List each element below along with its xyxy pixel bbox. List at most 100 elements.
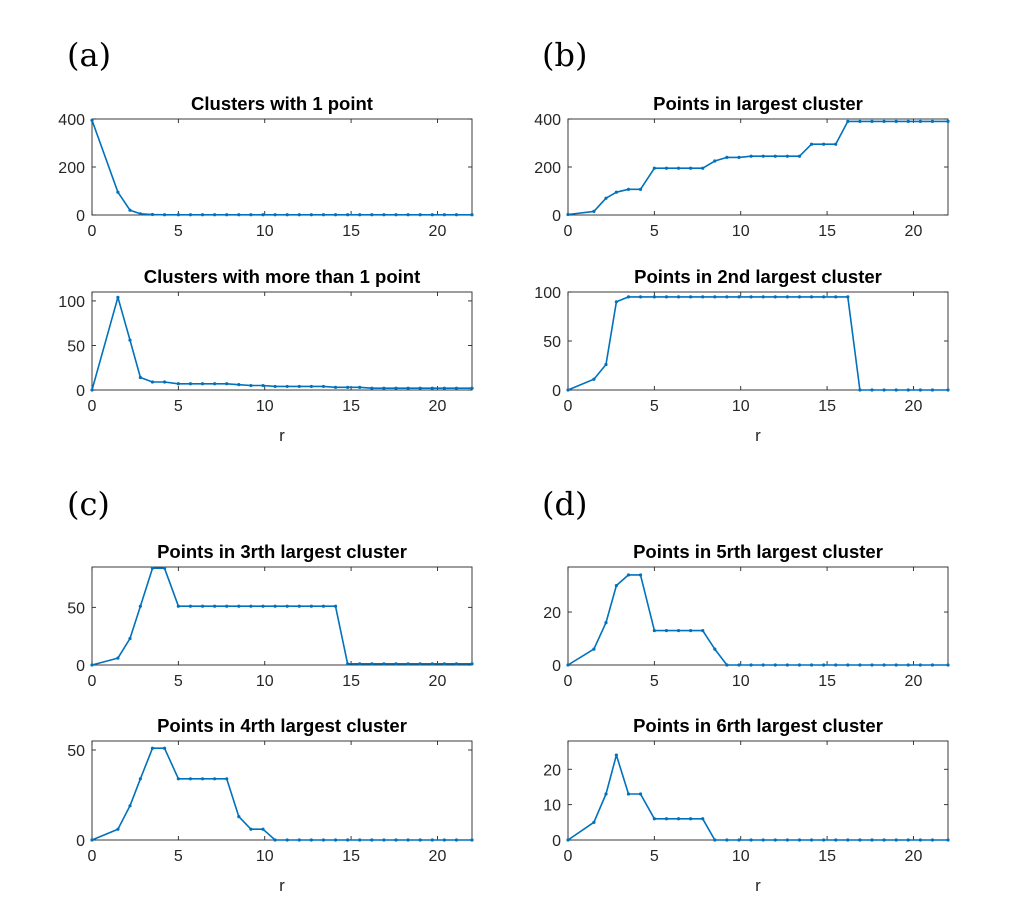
axes-frame [567,291,949,391]
data-point [785,295,789,299]
data-point [162,566,167,570]
data-point [225,213,229,217]
x-tick-label: 20 [905,848,923,865]
x-tick-label: 0 [564,398,573,415]
data-point [418,213,422,217]
data-point [894,388,898,392]
y-tick-label: 400 [534,112,561,129]
x-tick-label: 0 [88,848,97,865]
data-point [162,746,167,750]
y-tick-label: 0 [76,208,85,225]
data-point [566,388,570,392]
data-point [176,213,180,217]
data-point [930,838,935,842]
data-point [858,119,862,123]
subplot-3: Clusters with more than 1 point 0 5 10 15 20 0… [58,266,474,445]
data-point [150,746,155,750]
data-point [725,838,729,842]
data-point [822,838,826,842]
data-point [442,838,446,842]
data-point [406,213,410,217]
data-point [358,838,362,842]
data-point [346,662,350,666]
data-point [882,838,886,842]
x-tick-label: 5 [174,223,183,240]
data-point [261,213,265,217]
data-point [725,663,729,667]
data-point [285,384,289,389]
data-point [430,213,434,217]
chart-title: Points in 4rth largest cluster [157,715,407,736]
data-point [858,663,862,667]
data-point [604,362,608,367]
data-point [773,154,777,158]
data-point [749,663,753,667]
data-point [592,820,596,824]
data-point [406,662,410,666]
y-tick-label: 0 [552,658,561,675]
data-point [797,838,802,842]
y-tick-label: 100 [58,294,85,311]
data-point [176,604,180,608]
data-point [930,119,935,123]
data-point [358,662,362,666]
x-tick-label: 0 [564,673,573,690]
x-tick-label: 20 [905,398,923,415]
subplot-7: Points in 4rth largest cluster 0 5 10 15 20 0 5… [67,715,474,895]
data-point [188,382,193,386]
data-point [846,838,850,842]
data-point [309,384,313,389]
x-tick-label: 20 [429,398,447,415]
x-tick-label: 5 [650,848,659,865]
data-point [116,656,120,660]
data-point [297,384,301,389]
y-tick-label: 200 [58,160,85,177]
data-point [664,295,669,299]
data-point [689,295,693,299]
data-point [882,119,886,123]
data-point [701,166,705,170]
x-tick-label: 10 [732,398,750,415]
data-point [930,663,935,667]
y-tick-label: 0 [552,208,561,225]
y-tick-label: 10 [543,798,561,815]
data-point [566,838,570,842]
x-tick-label: 5 [174,398,183,415]
data-point [333,838,338,842]
data-point [430,662,434,666]
data-point [846,119,850,123]
data-point [918,388,922,392]
data-point [870,663,874,667]
data-point [604,196,608,200]
data-point [918,838,922,842]
data-point [946,388,950,392]
data-point [626,792,631,796]
data-point [333,604,338,608]
y-tick-label: 20 [543,605,561,622]
data-point [285,838,289,842]
subplot-5: Points in 3rth largest cluster 0 5 10 15 20 0 5… [67,541,474,690]
y-tick-label: 50 [543,334,561,351]
data-point [566,663,570,667]
data-point [176,777,180,781]
x-tick-label: 20 [429,673,447,690]
data-point [394,213,398,217]
y-tick-label: 400 [58,112,85,129]
data-point [128,804,132,808]
data-point [614,300,618,304]
x-axis-label: r [279,876,285,895]
data-point [761,663,765,667]
data-point [737,838,741,842]
data-point [822,295,826,299]
y-tick-label: 0 [76,383,85,400]
x-axis-label: r [755,876,761,895]
data-point [176,382,180,386]
data-point [614,753,618,757]
x-tick-label: 20 [905,223,923,240]
x-tick-label: 0 [88,223,97,240]
data-point [333,385,338,389]
data-point [470,213,474,217]
data-point [309,838,313,842]
